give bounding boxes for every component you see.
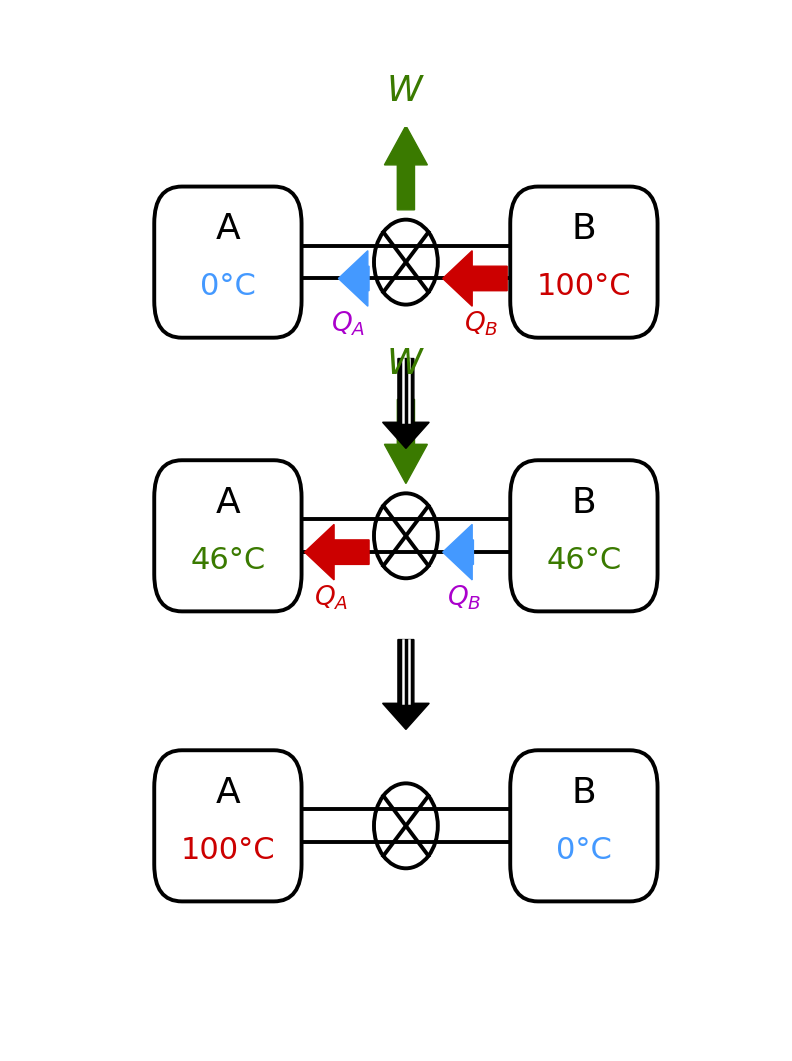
FancyBboxPatch shape: [154, 460, 302, 611]
FancyBboxPatch shape: [510, 460, 657, 611]
Text: 46°C: 46°C: [546, 545, 622, 575]
Polygon shape: [383, 359, 429, 449]
Text: $W$: $W$: [386, 73, 425, 108]
Text: $Q_B$: $Q_B$: [447, 584, 482, 612]
FancyBboxPatch shape: [510, 187, 657, 337]
Polygon shape: [384, 125, 428, 210]
Text: 100°C: 100°C: [537, 272, 631, 301]
Text: 0°C: 0°C: [556, 836, 612, 865]
Text: $Q_A$: $Q_A$: [314, 584, 348, 612]
Text: B: B: [572, 777, 596, 811]
Text: 0°C: 0°C: [200, 272, 256, 301]
FancyBboxPatch shape: [154, 750, 302, 902]
Text: B: B: [572, 212, 596, 246]
Polygon shape: [443, 524, 474, 580]
Text: $Q_A$: $Q_A$: [330, 310, 364, 338]
Text: A: A: [215, 212, 240, 246]
Polygon shape: [383, 640, 429, 729]
Polygon shape: [338, 250, 369, 307]
Polygon shape: [443, 250, 507, 307]
Text: $W$: $W$: [386, 347, 425, 381]
FancyBboxPatch shape: [510, 750, 657, 902]
Text: A: A: [215, 777, 240, 811]
Text: 100°C: 100°C: [181, 836, 275, 865]
FancyBboxPatch shape: [154, 187, 302, 337]
Text: B: B: [572, 486, 596, 520]
Text: $Q_B$: $Q_B$: [464, 310, 498, 338]
Polygon shape: [384, 399, 428, 484]
Polygon shape: [305, 524, 369, 580]
Text: 46°C: 46°C: [190, 545, 265, 575]
Text: A: A: [215, 486, 240, 520]
